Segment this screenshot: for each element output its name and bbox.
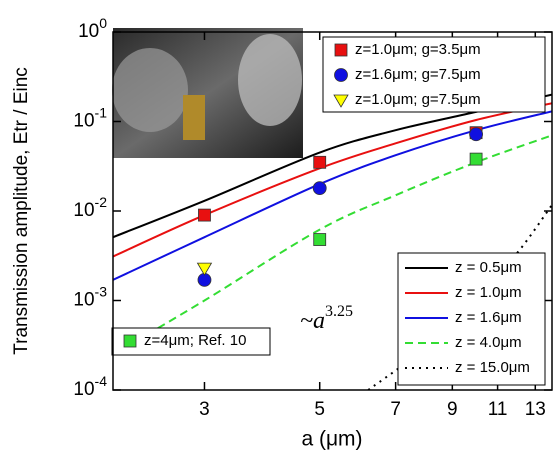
legend-label: z = 1.0μm [455, 284, 522, 301]
marker [196, 262, 213, 276]
photo-inset [112, 28, 303, 158]
marker [469, 127, 483, 142]
legend-box [322, 36, 546, 113]
legend-box [111, 327, 271, 356]
legend-marker [334, 68, 348, 82]
legend-label: z = 15.0μm [455, 359, 530, 376]
legend-label: z = 1.6μm [455, 309, 522, 326]
marker [198, 208, 211, 222]
legend-label: z=1.0μm; g=7.5μm [355, 91, 481, 108]
legend-marker [334, 43, 348, 57]
marker [469, 152, 483, 166]
plot-frame [112, 31, 553, 391]
legend-marker [123, 334, 137, 348]
annotation: ~a3.25 [300, 303, 353, 334]
marker [312, 181, 327, 196]
legend-marker [333, 94, 349, 108]
x-tick-label: 3 [199, 399, 210, 420]
marker [313, 155, 327, 169]
x-tick-label: 11 [488, 399, 508, 420]
y-axis-label: Transmission amplitude, Etr / Einc [11, 67, 32, 355]
y-tick-label: 10-1 [73, 104, 107, 131]
annotation-text: ~a [300, 308, 325, 334]
y-tick-label: 10-3 [73, 283, 107, 310]
legend-label: z=4μm; Ref. 10 [144, 332, 246, 349]
y-tick-label: 10-4 [73, 373, 107, 400]
legend-label: z = 0.5μm [455, 259, 522, 276]
marker [313, 233, 327, 246]
curve [113, 102, 552, 258]
legend-label: z=1.0μm; g=3.5μm [355, 41, 481, 58]
x-tick-label: 9 [447, 399, 458, 420]
x-tick-label: 5 [314, 399, 325, 420]
x-axis-label: a (μm) [301, 428, 362, 451]
x-tick-label: 7 [390, 399, 401, 420]
y-tick-label: 10-2 [73, 194, 107, 221]
legend-label: z=1.6μm; g=7.5μm [355, 66, 481, 83]
y-tick-label: 100 [78, 15, 107, 42]
legend-label: z = 4.0μm [455, 334, 522, 351]
annotation-exponent: 3.25 [325, 303, 353, 320]
x-tick-label: 13 [525, 399, 546, 420]
